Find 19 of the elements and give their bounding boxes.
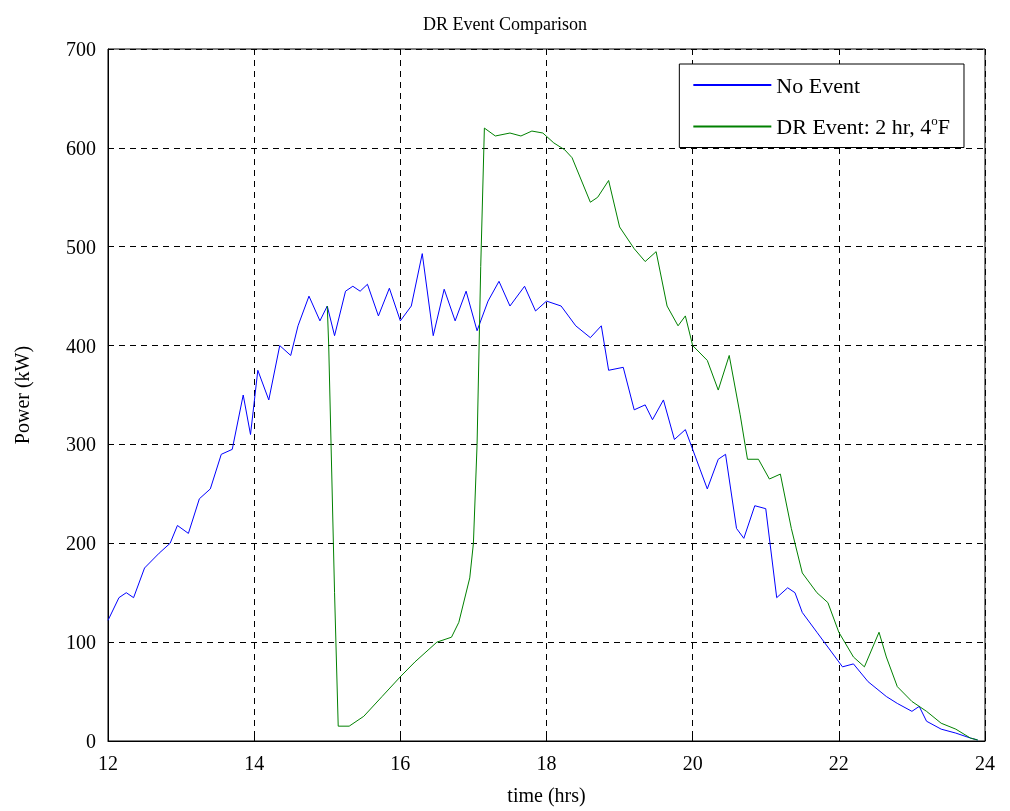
x-tick-label: 18 [536, 752, 557, 774]
y-tick-label: 500 [66, 235, 96, 258]
x-tick-label: 20 [682, 752, 703, 774]
x-tick-label: 22 [828, 752, 849, 774]
y-tick-label: 100 [66, 631, 96, 654]
x-tick-label: 12 [98, 752, 118, 774]
x-tick-label: 14 [244, 752, 265, 774]
x-tick-label: 24 [975, 752, 995, 774]
chart-title: DR Event Comparison [423, 14, 587, 34]
y-tick-label: 0 [86, 730, 96, 752]
y-tick-label: 600 [66, 136, 96, 159]
y-tick-label: 400 [66, 334, 96, 357]
y-axis-title: Power (kW) [11, 345, 34, 445]
y-tick-label: 300 [66, 433, 96, 456]
y-tick-label: 200 [66, 532, 96, 555]
legend-label: No Event [776, 72, 861, 98]
y-tick-label: 700 [66, 38, 96, 60]
x-axis-title: time (hrs) [507, 784, 586, 807]
x-tick-label: 16 [390, 752, 411, 774]
